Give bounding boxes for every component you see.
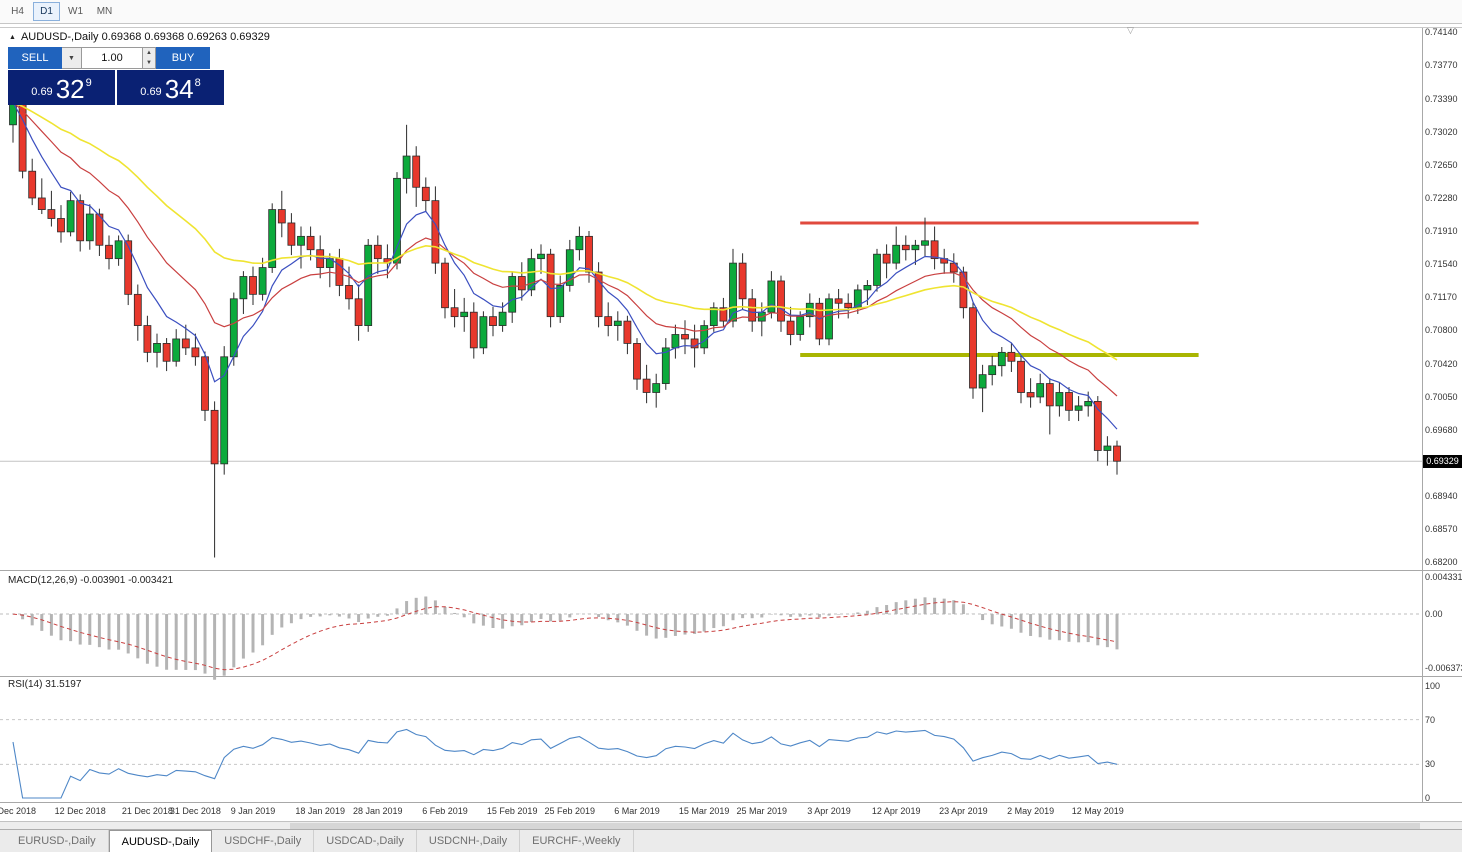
volume-input[interactable] [82, 47, 143, 69]
rsi-axis-label: 70 [1425, 714, 1436, 725]
price-axis-label: 0.71910 [1425, 225, 1458, 236]
chart-tab-audusd-daily[interactable]: AUDUSD-,Daily [108, 830, 213, 852]
price-axis-label: 0.68200 [1425, 557, 1458, 568]
rsi-axis-label: 0 [1425, 793, 1431, 803]
trade-controls-row: SELL ▼ ▲ ▼ BUY [8, 47, 224, 69]
buy-button[interactable]: BUY [156, 47, 210, 69]
chart-tab-eurchf-weekly[interactable]: EURCHF-,Weekly [520, 830, 634, 852]
quick-trade-widget: SELL ▼ ▲ ▼ BUY 0.69 32 9 0.69 34 8 [8, 47, 224, 105]
price-axis-label: 0.74140 [1425, 27, 1458, 37]
timeframe-button-w1[interactable]: W1 [68, 6, 83, 17]
chart-tab-bar: EURUSD-,Daily AUDUSD-,Daily USDCHF-,Daily U… [0, 829, 1462, 852]
scrollbar-thumb[interactable] [290, 823, 1420, 829]
timeframe-button-h4[interactable]: H4 [11, 6, 24, 17]
date-axis-label: 15 Feb 2019 [486, 806, 538, 816]
chart-tab-usdcnh-daily[interactable]: USDCNH-,Daily [417, 830, 521, 852]
rsi-axis-label: 100 [1425, 681, 1441, 691]
volume-dropdown-button[interactable]: ▼ [62, 47, 82, 69]
price-axis-label: 0.69680 [1425, 424, 1458, 435]
bid-ask-panels: 0.69 32 9 0.69 34 8 [8, 70, 224, 105]
volume-decrease-button[interactable]: ▼ [146, 60, 152, 66]
volume-increase-button[interactable]: ▲ [146, 50, 152, 56]
price-axis-label: 0.71540 [1425, 259, 1458, 269]
date-axis-label: 12 May 2019 [1071, 806, 1124, 816]
date-axis-label: 9 Jan 2019 [230, 806, 276, 816]
timeframe-button-d1[interactable]: D1 [33, 2, 60, 21]
price-axis-label: 0.68940 [1425, 490, 1458, 501]
date-axis-label: 25 Feb 2019 [544, 806, 596, 816]
macd-axis-label: -0.006373 [1425, 663, 1462, 674]
price-axis-label: 0.71170 [1425, 292, 1457, 303]
date-axis-label: 12 Apr 2019 [871, 806, 921, 816]
macd-indicator-label: MACD(12,26,9) -0.003901 -0.003421 [8, 575, 174, 586]
timeframe-toolbar: H4 D1 W1 MN [0, 0, 1462, 24]
sell-price-sup: 9 [85, 77, 92, 89]
rsi-indicator-label: RSI(14) 31.5197 [8, 679, 82, 690]
sell-price-panel[interactable]: 0.69 32 9 [8, 70, 115, 105]
date-axis-label: 21 Dec 2018 [121, 806, 173, 816]
price-axis-label: 0.70800 [1425, 325, 1458, 336]
macd-axis-label: 0.00 [1425, 609, 1443, 620]
date-axis-label: 6 Feb 2019 [422, 806, 468, 816]
volume-spinner: ▲ ▼ [143, 47, 156, 69]
sell-button[interactable]: SELL [8, 47, 62, 69]
chevron-down-icon: ▼ [68, 54, 75, 62]
price-axis-label: 0.68570 [1425, 524, 1458, 534]
chart-tab-usdcad-daily[interactable]: USDCAD-,Daily [314, 830, 417, 852]
buy-price-panel[interactable]: 0.69 34 8 [117, 70, 224, 105]
rsi-axis-label: 30 [1425, 759, 1436, 770]
date-axis-label: 31 Dec 2018 [169, 806, 221, 816]
instrument-marker-icon: ▲ [9, 33, 16, 41]
price-axis-label: 0.70420 [1425, 358, 1458, 369]
chart-title: AUDUSD-,Daily 0.69368 0.69368 0.69263 0.… [20, 31, 270, 43]
date-axis-label: 3 Apr 2019 [807, 806, 851, 816]
date-axis-label: 12 Dec 2018 [54, 806, 106, 816]
price-axis-label: 0.70050 [1425, 391, 1458, 402]
timeframe-button-mn[interactable]: MN [96, 6, 113, 17]
date-axis-label: 28 Jan 2019 [353, 806, 403, 816]
date-axis-label: 25 Mar 2019 [736, 806, 788, 816]
buy-price-big: 34 [164, 74, 194, 104]
price-axis-label: 0.73390 [1425, 93, 1458, 104]
candles-layer [9, 96, 1121, 558]
date-axis-label: 2 May 2019 [1007, 806, 1055, 816]
date-axis-label: 3 Dec 2018 [0, 806, 37, 816]
chart-tab-usdchf-daily[interactable]: USDCHF-,Daily [212, 830, 315, 852]
buy-price-prefix: 0.69 [140, 86, 162, 98]
price-axis-label: 0.72650 [1425, 159, 1458, 170]
chart-title-overlay: ▲ AUDUSD-,Daily 0.69368 0.69368 0.69263 … [9, 31, 270, 43]
chart-shift-marker-icon[interactable]: ▽ [1127, 25, 1134, 35]
date-axis-label: 6 Mar 2019 [614, 806, 660, 816]
macd-axis-label: 0.004331 [1425, 572, 1462, 583]
current-price-tag: 0.69329 [1423, 454, 1462, 468]
chart-tab-eurusd-daily[interactable]: EURUSD-,Daily [6, 830, 109, 852]
price-axis-label: 0.72280 [1425, 192, 1458, 203]
date-axis-label: 23 Apr 2019 [939, 806, 988, 816]
buy-price-sup: 8 [194, 77, 201, 89]
timeframe-buttons: H4 D1 W1 MN [4, 2, 118, 21]
sell-price-prefix: 0.69 [31, 86, 53, 98]
price-axis-label: 0.73020 [1425, 126, 1458, 137]
price-axis-label: 0.73770 [1425, 60, 1458, 71]
date-axis-label: 18 Jan 2019 [295, 806, 345, 816]
horizontal-scrollbar[interactable] [0, 821, 1462, 829]
date-axis-label: 15 Mar 2019 [678, 806, 730, 816]
sell-price-big: 32 [55, 74, 85, 104]
